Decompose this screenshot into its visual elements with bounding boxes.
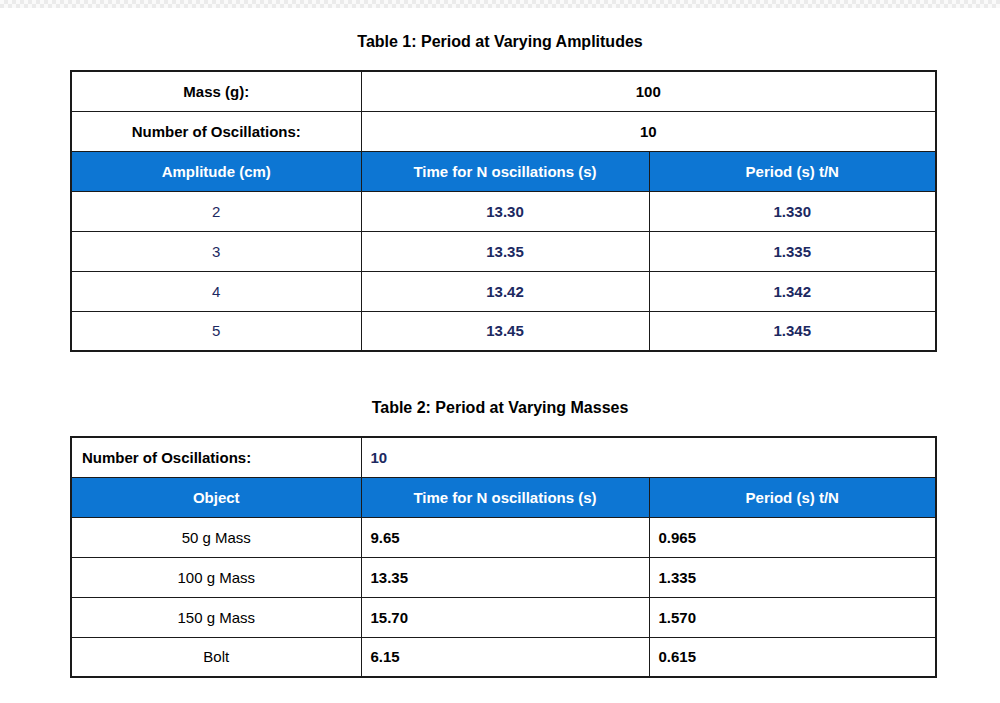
table2-time-cell: 13.35	[361, 557, 649, 597]
table1-title: Table 1: Period at Varying Amplitudes	[0, 32, 1000, 52]
table2-object-cell: 100 g Mass	[71, 557, 361, 597]
table1-info-row-mass: Mass (g): 100	[71, 71, 936, 111]
table1-period-cell: 1.342	[649, 271, 936, 311]
table1-time-cell: 13.45	[361, 311, 649, 351]
table2: Number of Oscillations: 10 Object Time f…	[70, 436, 937, 678]
table1-amplitude-cell: 2	[71, 191, 361, 231]
table1: Mass (g): 100 Number of Oscillations: 10…	[70, 70, 937, 352]
table2-header-period: Period (s) t/N	[649, 477, 936, 517]
table2-period-cell: 0.615	[649, 637, 936, 677]
table1-header-amplitude: Amplitude (cm)	[71, 151, 361, 191]
table2-object-cell: 50 g Mass	[71, 517, 361, 557]
table1-time-cell: 13.35	[361, 231, 649, 271]
table2-object-cell: Bolt	[71, 637, 361, 677]
table-row: Bolt 6.15 0.615	[71, 637, 936, 677]
table1-mass-value: 100	[361, 71, 936, 111]
table1-header-period: Period (s) t/N	[649, 151, 936, 191]
table-row: 3 13.35 1.335	[71, 231, 936, 271]
table2-time-cell: 6.15	[361, 637, 649, 677]
table2-time-cell: 15.70	[361, 597, 649, 637]
table2-time-cell: 9.65	[361, 517, 649, 557]
table1-period-cell: 1.330	[649, 191, 936, 231]
table1-period-cell: 1.335	[649, 231, 936, 271]
table1-time-cell: 13.30	[361, 191, 649, 231]
table1-amplitude-cell: 3	[71, 231, 361, 271]
table1-oscillations-value: 10	[361, 111, 936, 151]
table1-amplitude-cell: 4	[71, 271, 361, 311]
table2-header-object: Object	[71, 477, 361, 517]
table-row: 2 13.30 1.330	[71, 191, 936, 231]
table2-period-cell: 1.335	[649, 557, 936, 597]
table-row: 5 13.45 1.345	[71, 311, 936, 351]
table-row: 4 13.42 1.342	[71, 271, 936, 311]
table2-period-cell: 1.570	[649, 597, 936, 637]
table2-oscillations-value: 10	[361, 437, 936, 477]
table1-time-cell: 13.42	[361, 271, 649, 311]
table1-mass-label: Mass (g):	[71, 71, 361, 111]
table2-title: Table 2: Period at Varying Masses	[0, 398, 1000, 418]
table1-header-time: Time for N oscillations (s)	[361, 151, 649, 191]
table2-header-time: Time for N oscillations (s)	[361, 477, 649, 517]
table-row: 150 g Mass 15.70 1.570	[71, 597, 936, 637]
table2-header-row: Object Time for N oscillations (s) Perio…	[71, 477, 936, 517]
table2-period-cell: 0.965	[649, 517, 936, 557]
table2-oscillations-label: Number of Oscillations:	[71, 437, 361, 477]
table2-info-row-oscillations: Number of Oscillations: 10	[71, 437, 936, 477]
transparency-checker-strip	[0, 0, 1000, 8]
table-row: 50 g Mass 9.65 0.965	[71, 517, 936, 557]
table1-oscillations-label: Number of Oscillations:	[71, 111, 361, 151]
table1-info-row-oscillations: Number of Oscillations: 10	[71, 111, 936, 151]
table1-amplitude-cell: 5	[71, 311, 361, 351]
table1-header-row: Amplitude (cm) Time for N oscillations (…	[71, 151, 936, 191]
table-row: 100 g Mass 13.35 1.335	[71, 557, 936, 597]
table1-period-cell: 1.345	[649, 311, 936, 351]
table2-object-cell: 150 g Mass	[71, 597, 361, 637]
